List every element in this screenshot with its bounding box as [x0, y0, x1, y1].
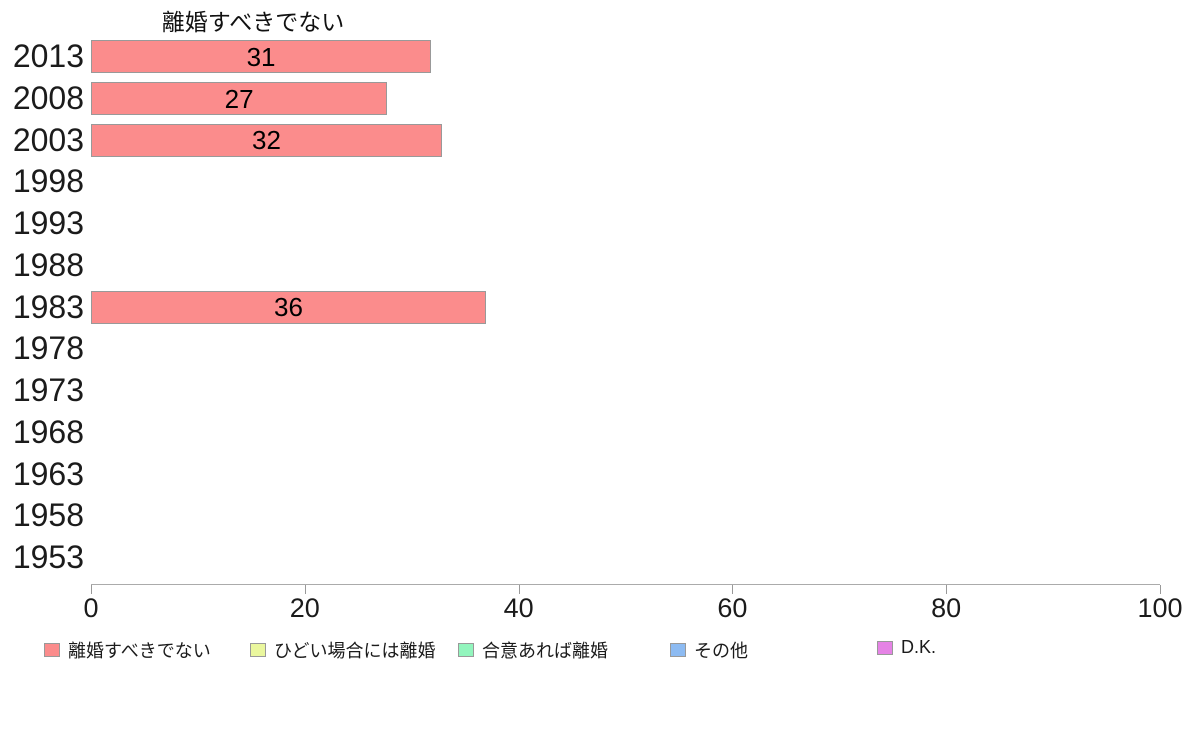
- bar-area: [91, 454, 1188, 496]
- y-axis-label: 1953: [12, 539, 84, 576]
- chart-row: 2003 32: [0, 120, 1188, 162]
- chart-row: 1953: [0, 537, 1188, 579]
- chart-row: 1958: [0, 495, 1188, 537]
- bar-area: [91, 495, 1188, 537]
- chart-row: 1973: [0, 370, 1188, 412]
- y-axis-label: 1983: [12, 288, 84, 325]
- x-tick-label: 40: [503, 593, 534, 623]
- x-tick-label: 60: [717, 593, 748, 623]
- legend-swatch: [44, 643, 60, 657]
- x-tick-mark: [518, 585, 520, 594]
- bar-area: [91, 328, 1188, 370]
- x-tick-mark: [304, 585, 306, 594]
- legend-swatch: [877, 640, 893, 655]
- bar: 36: [91, 290, 486, 324]
- y-axis-label: 1973: [12, 372, 84, 409]
- x-tick-label: 100: [1137, 593, 1183, 623]
- legend-item: その他: [670, 637, 748, 663]
- x-tick-label: 0: [83, 593, 99, 623]
- chart-row: 1998: [0, 161, 1188, 203]
- y-axis-label: 1963: [12, 455, 84, 492]
- legend-swatch: [670, 643, 686, 657]
- x-tick-mark: [1160, 585, 1161, 594]
- chart-row: 2013 31: [0, 36, 1188, 78]
- x-tick-label: 20: [289, 593, 320, 623]
- bar-area: [91, 203, 1188, 245]
- legend-item: ひどい場合には離婚: [250, 637, 435, 663]
- bar-area: 31: [91, 36, 1188, 78]
- legend-label: ひどい場合には離婚: [274, 641, 436, 661]
- y-axis-label: 2003: [12, 121, 84, 158]
- legend-label: 合意あれば離婚: [482, 641, 608, 661]
- y-axis-label: 1968: [12, 413, 84, 450]
- legend-label: D.K.: [901, 637, 937, 657]
- bar-area: [91, 537, 1188, 579]
- y-axis-label: 1958: [12, 497, 84, 534]
- x-axis-line: [91, 584, 1160, 585]
- bar-area: [91, 245, 1188, 287]
- legend-swatch: [250, 643, 266, 657]
- bar-area: 36: [91, 287, 1188, 329]
- bar-area: [91, 412, 1188, 454]
- bar-area: 32: [91, 120, 1188, 162]
- plot-area: 2013 31 2008 27 2003 32 1998 1993 1988 1983 36 1978…: [0, 36, 1188, 579]
- y-axis-label: 1993: [12, 205, 84, 242]
- chart-row: 1993: [0, 203, 1188, 245]
- x-tick-label: 80: [931, 593, 962, 623]
- legend-label: 離婚すべきでない: [68, 641, 211, 661]
- x-tick-mark: [946, 585, 948, 594]
- chart-title: 離婚すべきでない: [161, 9, 345, 35]
- y-axis-label: 2013: [12, 38, 84, 74]
- legend-item: D.K.: [877, 637, 936, 658]
- bar-area: [91, 161, 1188, 203]
- chart-row: 1978: [0, 328, 1188, 370]
- bar-area: [91, 370, 1188, 412]
- y-axis-label: 2008: [12, 79, 84, 116]
- bar: 32: [91, 123, 443, 157]
- chart-row: 1988: [0, 245, 1188, 287]
- y-axis-label: 1988: [12, 246, 84, 283]
- y-axis-label: 1998: [12, 163, 84, 200]
- bar-value-label: 31: [246, 41, 276, 72]
- chart-row: 1963: [0, 454, 1188, 496]
- bar-value-label: 36: [273, 292, 303, 323]
- chart-row: 1983 36: [0, 287, 1188, 329]
- bar: 27: [91, 82, 388, 116]
- x-tick-mark: [732, 585, 734, 594]
- x-tick-mark: [91, 585, 92, 594]
- bar-value-label: 32: [252, 125, 281, 156]
- bar: 31: [91, 40, 432, 74]
- chart-row: 2008 27: [0, 78, 1188, 120]
- bar-value-label: 27: [224, 83, 254, 114]
- legend-item: 合意あれば離婚: [458, 637, 608, 663]
- legend-label: その他: [694, 641, 748, 661]
- bar-area: 27: [91, 78, 1188, 120]
- chart-row: 1968: [0, 412, 1188, 454]
- legend-item: 離婚すべきでない: [44, 637, 211, 663]
- legend-swatch: [458, 643, 474, 657]
- y-axis-label: 1978: [12, 330, 84, 367]
